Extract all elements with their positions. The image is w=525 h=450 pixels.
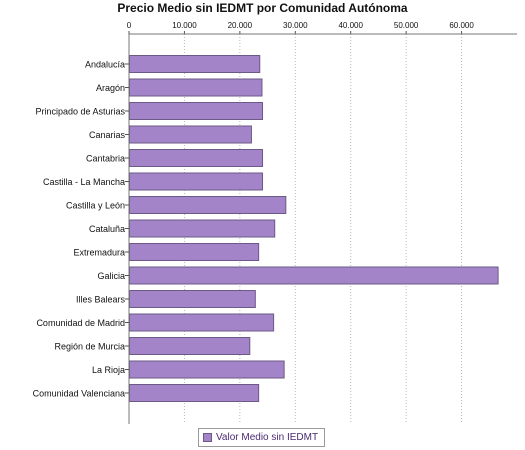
bar <box>129 78 263 97</box>
bar <box>129 55 261 73</box>
category-label: Castilla y León <box>66 201 125 211</box>
legend-label: Valor Medio sin IEDMT <box>216 432 319 443</box>
x-tick-label: 20.000 <box>228 21 253 30</box>
bar <box>129 243 260 261</box>
category-label: Andalucía <box>85 60 125 70</box>
legend-swatch <box>203 433 212 442</box>
category-label: Cantabria <box>86 154 125 164</box>
axes <box>125 31 517 424</box>
category-label: Extremadura <box>73 248 125 258</box>
category-label: Cataluña <box>89 224 125 234</box>
category-label: Principado de Asturias <box>35 107 125 117</box>
x-tick-label: 10.000 <box>172 21 197 30</box>
bar <box>129 125 252 144</box>
bar-chart: 0 10.000 20.000 30.000 40.000 50.000 60.000 An… <box>33 21 517 424</box>
bar <box>129 290 256 308</box>
bar <box>129 102 264 120</box>
bar <box>129 149 264 167</box>
bars <box>129 55 499 402</box>
category-label: Región de Murcia <box>54 342 125 352</box>
category-label: Galicia <box>97 271 125 281</box>
bar <box>129 172 264 191</box>
chart-title: Precio Medio sin IEDMT por Comunidad Aut… <box>117 1 408 15</box>
x-tick-labels: 0 10.000 20.000 30.000 40.000 50.000 60.000 <box>127 21 475 30</box>
bar <box>129 360 285 379</box>
category-label: Canarias <box>89 130 126 140</box>
category-label: Comunidad Valenciana <box>33 389 125 399</box>
x-tick-label: 60.000 <box>449 21 474 30</box>
category-labels: Andalucía Aragón Principado de Asturias Can… <box>33 60 126 399</box>
bar <box>129 266 499 285</box>
category-label: La Rioja <box>92 365 125 375</box>
category-label: Aragón <box>96 83 125 93</box>
category-label: Castilla - La Mancha <box>43 177 125 187</box>
category-label: Illes Balears <box>76 295 126 305</box>
x-tick-label: 30.000 <box>283 21 308 30</box>
category-label: Comunidad de Madrid <box>36 318 125 328</box>
bar <box>129 384 260 402</box>
bar <box>129 337 251 355</box>
x-tick-label: 0 <box>127 21 132 30</box>
bar <box>129 196 287 214</box>
x-tick-label: 50.000 <box>394 21 419 30</box>
x-tick-label: 40.000 <box>338 21 363 30</box>
bar <box>129 219 276 238</box>
bar <box>129 313 275 332</box>
legend: Valor Medio sin IEDMT <box>198 428 326 447</box>
